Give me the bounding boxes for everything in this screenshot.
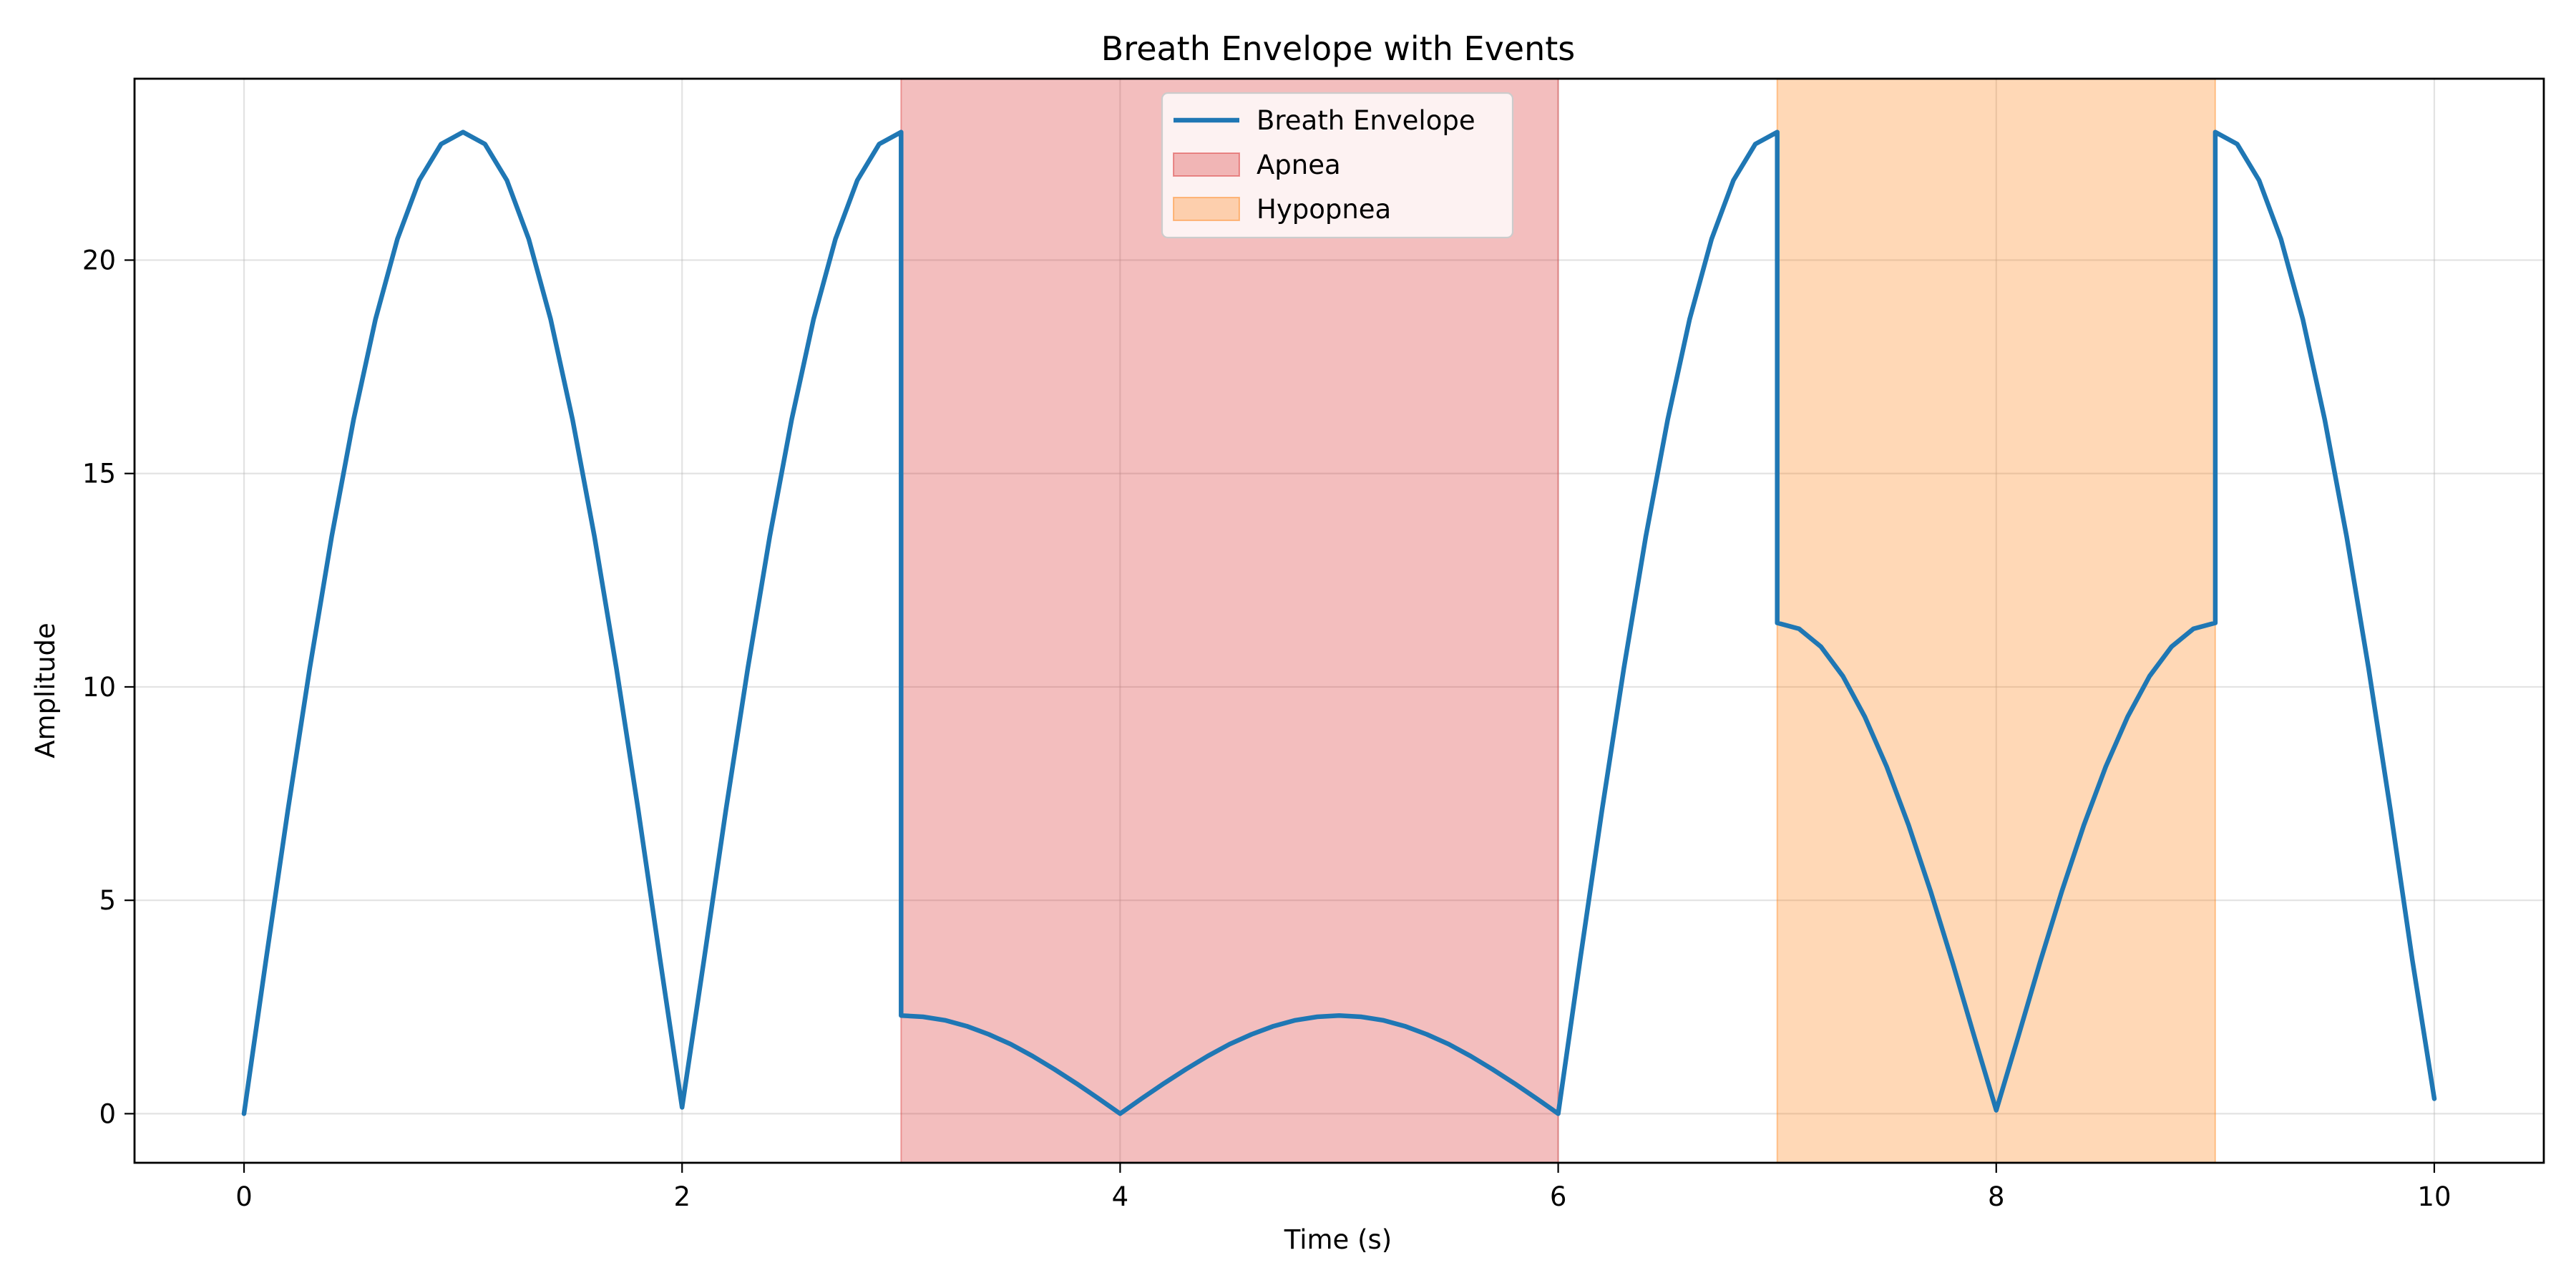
legend-swatch-hypopnea	[1173, 197, 1240, 221]
y-tick-label: 15	[82, 459, 116, 489]
legend-label-breath-envelope: Breath Envelope	[1257, 105, 1475, 136]
series-layer	[241, 130, 2437, 1116]
x-tick-label: 10	[2417, 1181, 2451, 1212]
plot-frame	[133, 77, 2545, 1164]
x-tick-label: 2	[673, 1181, 691, 1212]
y-axis-label: Amplitude	[30, 623, 61, 758]
x-tick-label: 4	[1112, 1181, 1129, 1212]
y-tick-label: 5	[99, 885, 116, 916]
legend-label-hypopnea: Hypopnea	[1257, 194, 1391, 225]
region-hypopnea	[1776, 78, 2216, 1163]
y-axis: 0 5 10 15 20	[82, 245, 135, 1129]
x-tick-label: 6	[1550, 1181, 1567, 1212]
x-tick-label: 8	[1988, 1181, 2005, 1212]
series-line-breath-envelope	[241, 130, 2437, 1116]
legend-swatch-apnea	[1173, 152, 1240, 177]
legend-label-apnea: Apnea	[1257, 150, 1341, 180]
legend: Breath Envelope Apnea Hypopnea	[1161, 92, 1514, 239]
x-axis: 0 2 4 6 8 10	[235, 1163, 2451, 1212]
x-tick-label: 0	[235, 1181, 253, 1212]
y-tick-label: 0	[99, 1098, 116, 1129]
event-regions	[900, 78, 2216, 1163]
chart-title: Breath Envelope with Events	[1101, 29, 1576, 68]
region-apnea	[900, 78, 1559, 1163]
x-axis-label: Time (s)	[1284, 1224, 1392, 1255]
y-tick-label: 20	[82, 245, 116, 275]
y-tick-label: 10	[82, 672, 116, 703]
legend-box	[1161, 92, 1514, 239]
